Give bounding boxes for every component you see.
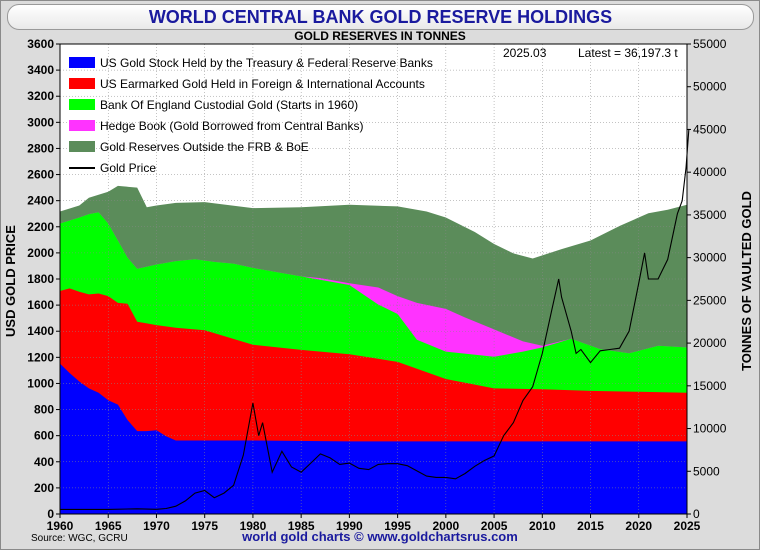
y-tick-left: 1600 [27,298,54,312]
y-tick-left: 400 [34,455,54,469]
y-tick-right: 5000 [693,464,720,478]
y-tick-left: 3600 [27,37,54,51]
x-tick: 2020 [625,519,652,533]
legend-label: Hedge Book (Gold Borrowed from Central B… [100,119,363,133]
legend: US Gold Stock Held by the Treasury & Fed… [69,56,433,175]
y-tick-left: 2800 [27,141,54,155]
x-tick: 1980 [240,519,267,533]
chart-title: WORLD CENTRAL BANK GOLD RESERVE HOLDINGS [7,4,754,30]
x-tick: 1985 [288,519,315,533]
legend-label: Gold Price [100,161,156,175]
y-tick-left: 0 [47,507,54,521]
legend-swatch [69,78,95,89]
legend-label: Bank Of England Custodial Gold (Starts i… [100,98,358,112]
y-tick-right: 50000 [693,80,727,94]
legend-swatch [69,141,95,152]
legend-label: Gold Reserves Outside the FRB & BoE [100,140,309,154]
y-tick-right: 35000 [693,208,727,222]
legend-label: US Earmarked Gold Held in Foreign & Inte… [100,77,425,91]
x-tick: 1970 [143,519,170,533]
y-tick-left: 800 [34,403,54,417]
y-tick-left: 2600 [27,168,54,182]
legend-swatch [69,57,95,68]
y-tick-right: 10000 [693,422,727,436]
footer-website: world gold charts © www.goldchartsrus.co… [242,529,518,544]
date-stamp: 2025.03 [503,46,547,60]
y-tick-left: 1000 [27,376,54,390]
area-us-gold-stock-held-by-the-treasury-federal-reserve-banks [60,363,687,514]
y-tick-right: 40000 [693,165,727,179]
legend-label: US Gold Stock Held by the Treasury & Fed… [100,56,433,70]
axis-ticks: 0 200 400 600 800 1000 1200 1400 1600 1800 2000 220… [27,37,726,533]
legend-swatch [69,120,95,131]
y-tick-left: 3200 [27,89,54,103]
y-tick-right: 20000 [693,336,727,350]
y-tick-right: 45000 [693,122,727,136]
x-tick: 2015 [577,519,604,533]
x-tick: 1990 [336,519,363,533]
y-tick-left: 2000 [27,246,54,260]
y-tick-right: 30000 [693,251,727,265]
y-tick-right: 0 [693,507,700,521]
x-tick: 1965 [95,519,122,533]
y-tick-left: 3400 [27,63,54,77]
x-tick: 1995 [384,519,411,533]
chart-subtitle: GOLD RESERVES IN TONNES [294,29,466,43]
y-tick-left: 2400 [27,194,54,208]
y-axis-label-left: USD GOLD PRICE [3,225,18,337]
stacked-areas [60,185,687,515]
y-tick-left: 1800 [27,272,54,286]
x-tick: 2000 [432,519,459,533]
y-tick-right: 15000 [693,379,727,393]
y-tick-left: 2200 [27,220,54,234]
gold-price-line [60,128,690,510]
y-tick-right: 55000 [693,37,727,51]
y-tick-left: 1200 [27,350,54,364]
y-tick-left: 3000 [27,115,54,129]
x-tick: 1960 [47,519,74,533]
x-tick: 2010 [529,519,556,533]
y-tick-left: 1400 [27,324,54,338]
legend-swatch [69,99,95,110]
y-tick-right: 25000 [693,293,727,307]
x-tick: 1975 [191,519,218,533]
latest-value: Latest = 36,197.3 t [578,46,678,60]
x-tick: 2005 [481,519,508,533]
source-note: Source: WGC, GCRU [31,533,128,544]
y-tick-left: 600 [34,429,54,443]
y-axis-label-right: TONNES OF VAULTED GOLD [739,191,754,371]
y-tick-left: 200 [34,481,54,495]
x-tick: 2025 [674,519,701,533]
